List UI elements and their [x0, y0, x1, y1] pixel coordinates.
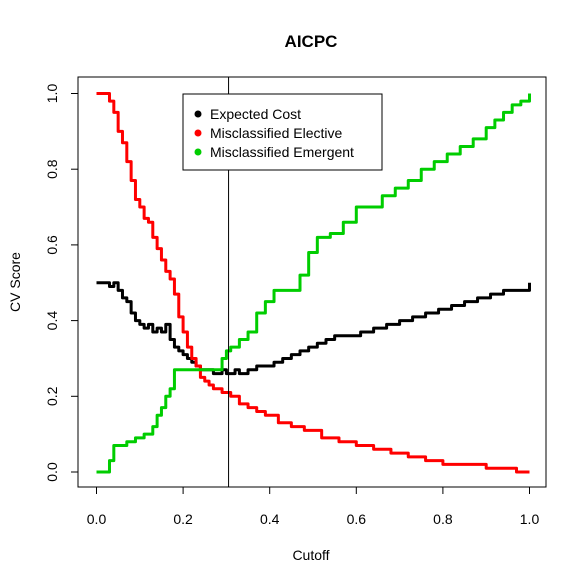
- legend-box: [182, 93, 383, 171]
- x-tick-label: 0.6: [347, 511, 367, 527]
- x-axis-label: Cutoff: [292, 547, 329, 563]
- y-axis-label: CV Score: [7, 252, 23, 312]
- x-tick-label: 0.4: [260, 511, 280, 527]
- legend-label: Expected Cost: [210, 106, 301, 122]
- x-tick-label: 0.0: [87, 511, 107, 527]
- legend-label: Misclassified Emergent: [210, 144, 354, 160]
- legend-label: Misclassified Elective: [210, 125, 342, 141]
- legend: Expected Cost Misclassified Elective Miscl…: [182, 93, 383, 171]
- y-axis: 0.0 0.2 0.4 0.6 0.8 1.0: [44, 84, 79, 482]
- y-tick-label: 0.6: [44, 235, 60, 255]
- series-line-misclassified-elective: [96, 92, 530, 474]
- y-tick-label: 0.2: [44, 386, 60, 406]
- x-axis: 0.0 0.2 0.4 0.6 0.8 1.0: [87, 486, 540, 527]
- legend-marker: [194, 129, 202, 137]
- y-tick-label: 1.0: [44, 84, 60, 104]
- x-tick-label: 0.2: [173, 511, 193, 527]
- series-line-misclassified-emergent: [96, 93, 531, 474]
- x-tick-label: 0.8: [433, 511, 453, 527]
- y-tick-label: 0.8: [44, 159, 60, 179]
- series-layer: [96, 77, 531, 487]
- legend-marker: [194, 110, 202, 118]
- series-line-expected-cost: [96, 281, 531, 376]
- legend-marker: [194, 148, 202, 156]
- x-tick-label: 1.0: [520, 511, 540, 527]
- y-tick-label: 0.0: [44, 462, 60, 482]
- chart-title: AICPC: [285, 32, 338, 51]
- y-tick-label: 0.4: [44, 311, 60, 331]
